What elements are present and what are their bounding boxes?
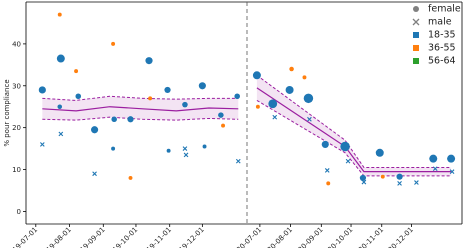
point-female [255, 104, 260, 109]
point-male [183, 152, 189, 158]
legend-marker [413, 6, 419, 12]
fit-line [256, 87, 452, 173]
y-tick-label: 0 [17, 208, 21, 216]
point-male [397, 181, 402, 186]
point-female [57, 12, 62, 17]
point-male [182, 146, 188, 151]
legend-marker [413, 45, 419, 51]
x-tick-label: 2019-12-01 [171, 226, 205, 248]
x-tick-label: 2019-11-01 [139, 226, 173, 248]
x-tick-label: 2020-07-01 [229, 226, 263, 248]
legend-label: 56-64 [428, 56, 456, 67]
y-axis-label: % pour compliance [3, 79, 11, 146]
point-female [289, 66, 294, 72]
x-tick-label: 2020-10-01 [320, 226, 354, 248]
point-female [38, 86, 46, 94]
point-female [252, 71, 261, 80]
point-female [111, 146, 116, 151]
point-male [235, 158, 241, 164]
legend-label: female [428, 4, 461, 15]
x-tick-label: 2020-08-01 [260, 226, 294, 248]
x-tick-label: 2019-09-01 [72, 226, 106, 248]
point-male [58, 131, 64, 137]
point-female [359, 174, 367, 182]
point-female [303, 93, 314, 104]
point-female [111, 41, 116, 46]
legend-marker [413, 58, 419, 64]
point-female [128, 175, 133, 180]
x-tick-label: 2020-09-01 [290, 226, 324, 248]
x-tick-label: 2019-08-01 [39, 226, 73, 248]
point-male [307, 116, 312, 122]
point-female [164, 86, 171, 94]
point-female [380, 174, 385, 179]
point-male [361, 179, 367, 185]
point-female [74, 69, 79, 74]
legend-marker [413, 32, 419, 38]
band-upper [256, 74, 452, 168]
point-male [39, 142, 45, 147]
point-female [302, 75, 307, 80]
point-female [268, 99, 278, 109]
x-tick-label: 2020-11-01 [351, 226, 385, 248]
point-female [218, 112, 224, 118]
band-lower [42, 116, 239, 121]
point-female [321, 140, 329, 148]
y-tick-label: 30 [12, 82, 21, 90]
fit-line [42, 106, 239, 112]
point-male [432, 166, 438, 172]
legend-marker [412, 18, 420, 26]
point-male [449, 169, 455, 174]
point-female [447, 154, 456, 163]
point-female [234, 93, 240, 100]
point-female [182, 101, 188, 108]
point-female [326, 181, 331, 186]
legend-label: 36-55 [428, 43, 456, 54]
point-female [166, 148, 171, 153]
point-male [92, 171, 97, 177]
legend-label: 18-35 [428, 30, 456, 41]
point-male [324, 168, 330, 173]
y-tick-label: 40 [12, 40, 21, 48]
point-female [127, 116, 134, 123]
point-female [75, 93, 82, 100]
x-tick-label: 2019-07-01 [5, 226, 39, 248]
band-lower [256, 100, 452, 177]
point-female [91, 126, 99, 134]
point-female [111, 116, 117, 123]
x-tick-label: 2019-10-01 [105, 226, 139, 248]
point-female [57, 104, 63, 109]
point-female [145, 57, 153, 65]
point-male [414, 180, 419, 185]
point-female [148, 96, 153, 101]
point-female [396, 173, 403, 180]
y-tick-label: 10 [12, 166, 21, 174]
band-upper [42, 95, 239, 101]
confidence-band [256, 75, 452, 176]
point-female [202, 144, 207, 149]
point-female [198, 82, 206, 90]
point-female [285, 85, 294, 94]
x-tick-label: 2020-12-01 [380, 226, 414, 248]
point-female [221, 123, 226, 128]
point-female [56, 54, 65, 63]
y-tick-label: 20 [12, 124, 21, 132]
point-male [345, 158, 351, 164]
point-male [272, 114, 278, 120]
point-female [340, 141, 350, 152]
point-female [429, 154, 438, 163]
legend-label: male [428, 17, 452, 28]
point-female [375, 148, 384, 157]
